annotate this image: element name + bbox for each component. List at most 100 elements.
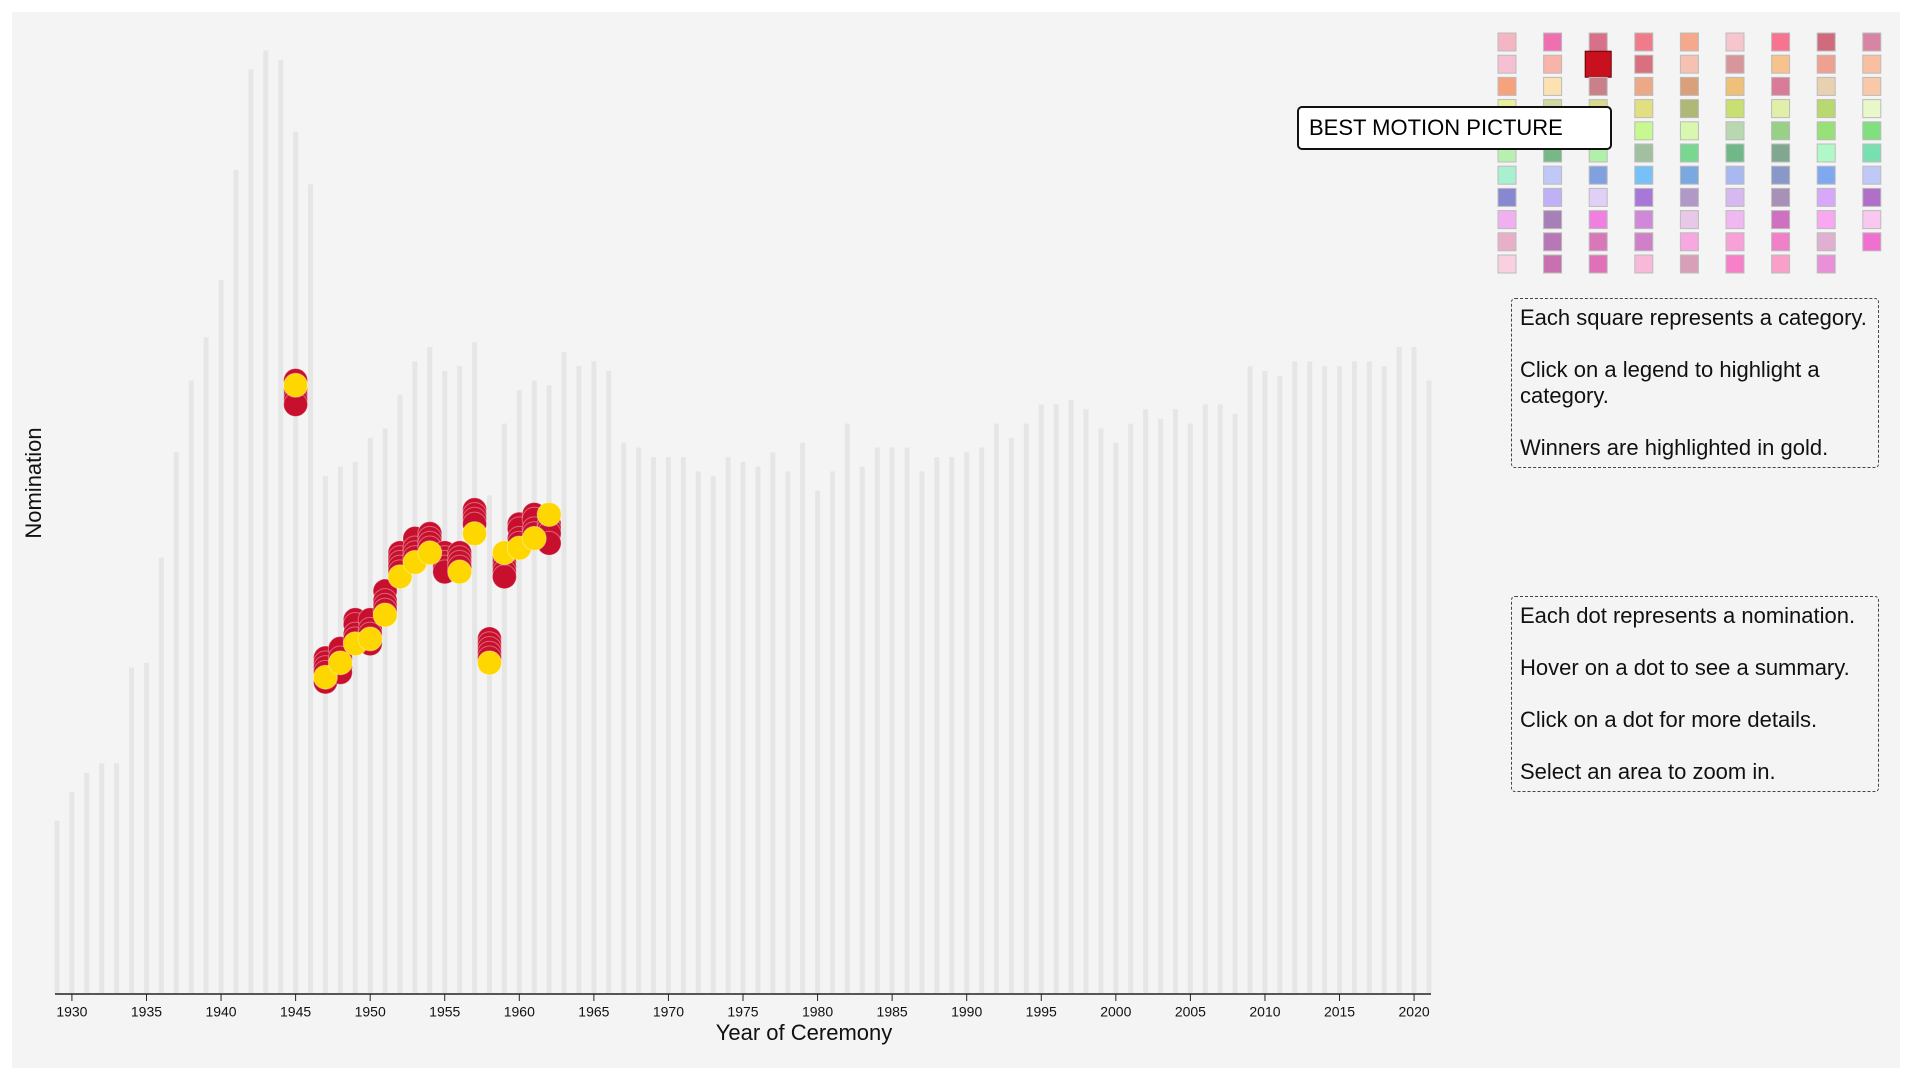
legend-square[interactable] [1816, 165, 1836, 185]
legend-square[interactable] [1725, 76, 1745, 96]
legend-square[interactable] [1862, 76, 1882, 96]
legend-square[interactable] [1679, 54, 1699, 74]
legend-square[interactable] [1771, 232, 1791, 252]
legend-square[interactable] [1862, 121, 1882, 141]
legend-square[interactable] [1725, 165, 1745, 185]
nomination-dot[interactable] [327, 650, 353, 676]
legend-square[interactable] [1634, 232, 1654, 252]
legend-square[interactable] [1862, 232, 1882, 252]
legend-square[interactable] [1771, 76, 1791, 96]
legend-square[interactable] [1816, 187, 1836, 207]
legend-square[interactable] [1862, 143, 1882, 163]
legend-square[interactable] [1497, 187, 1517, 207]
legend-square[interactable] [1679, 232, 1699, 252]
legend-square[interactable] [1588, 187, 1608, 207]
nomination-dot[interactable] [476, 650, 502, 676]
legend-square[interactable] [1816, 99, 1836, 119]
legend-square[interactable] [1497, 232, 1517, 252]
legend-square[interactable] [1588, 32, 1608, 52]
legend-square[interactable] [1543, 187, 1563, 207]
nomination-dot[interactable] [417, 540, 443, 566]
legend-square[interactable] [1634, 254, 1654, 274]
legend-square[interactable] [1816, 254, 1836, 274]
legend-square[interactable] [1634, 165, 1654, 185]
nomination-dot[interactable] [521, 525, 547, 551]
legend-square[interactable] [1816, 76, 1836, 96]
legend-square[interactable] [1679, 143, 1699, 163]
legend-square[interactable] [1725, 232, 1745, 252]
legend-square[interactable] [1725, 54, 1745, 74]
legend-square[interactable] [1588, 165, 1608, 185]
legend-square[interactable] [1634, 187, 1654, 207]
legend-square[interactable] [1543, 165, 1563, 185]
nomination-dot[interactable] [357, 626, 383, 652]
legend-square[interactable] [1634, 54, 1654, 74]
legend-square[interactable] [1862, 54, 1882, 74]
legend-square[interactable] [1497, 76, 1517, 96]
legend-square[interactable] [1771, 187, 1791, 207]
legend-square[interactable] [1543, 254, 1563, 274]
legend-square[interactable] [1862, 165, 1882, 185]
legend-square[interactable] [1816, 54, 1836, 74]
legend-square[interactable] [1725, 99, 1745, 119]
legend-square[interactable] [1816, 232, 1836, 252]
legend-square[interactable] [1679, 187, 1699, 207]
legend-square[interactable] [1588, 76, 1608, 96]
nomination-dot[interactable] [312, 664, 338, 690]
legend-square[interactable] [1584, 50, 1612, 78]
legend-square[interactable] [1588, 210, 1608, 230]
legend-square[interactable] [1543, 76, 1563, 96]
legend-square[interactable] [1771, 54, 1791, 74]
legend-square[interactable] [1634, 99, 1654, 119]
legend-square[interactable] [1588, 232, 1608, 252]
legend-square[interactable] [1497, 254, 1517, 274]
legend-square[interactable] [1771, 254, 1791, 274]
legend-square[interactable] [1634, 76, 1654, 96]
nomination-dot[interactable] [491, 564, 517, 590]
legend-square[interactable] [1497, 210, 1517, 230]
legend-square[interactable] [1634, 32, 1654, 52]
legend-square[interactable] [1771, 143, 1791, 163]
legend-square[interactable] [1634, 210, 1654, 230]
legend-square[interactable] [1816, 121, 1836, 141]
legend-square[interactable] [1588, 254, 1608, 274]
legend-square[interactable] [1725, 121, 1745, 141]
legend-square[interactable] [1771, 165, 1791, 185]
legend-square[interactable] [1816, 210, 1836, 230]
legend-square[interactable] [1725, 32, 1745, 52]
legend-square[interactable] [1679, 254, 1699, 274]
nomination-dot[interactable] [283, 372, 309, 398]
nomination-dot[interactable] [372, 602, 398, 628]
legend-square[interactable] [1634, 121, 1654, 141]
nomination-dot[interactable] [447, 559, 473, 585]
nomination-dot[interactable] [387, 564, 413, 590]
legend-square[interactable] [1725, 210, 1745, 230]
legend-square[interactable] [1679, 210, 1699, 230]
legend-square[interactable] [1543, 210, 1563, 230]
legend-square[interactable] [1497, 32, 1517, 52]
legend-square[interactable] [1543, 232, 1563, 252]
legend-square[interactable] [1679, 76, 1699, 96]
legend-square[interactable] [1679, 32, 1699, 52]
legend-square[interactable] [1497, 165, 1517, 185]
legend-square[interactable] [1634, 143, 1654, 163]
legend-square[interactable] [1862, 187, 1882, 207]
legend-square[interactable] [1771, 99, 1791, 119]
legend-square[interactable] [1771, 32, 1791, 52]
legend-square[interactable] [1862, 32, 1882, 52]
legend-square[interactable] [1862, 99, 1882, 119]
legend-square[interactable] [1725, 143, 1745, 163]
legend-square[interactable] [1679, 99, 1699, 119]
legend-square[interactable] [1771, 121, 1791, 141]
legend-square[interactable] [1816, 32, 1836, 52]
legend-square[interactable] [1679, 121, 1699, 141]
legend-square[interactable] [1497, 54, 1517, 74]
nomination-dot[interactable] [536, 502, 562, 527]
legend-square[interactable] [1543, 32, 1563, 52]
legend-square[interactable] [1725, 187, 1745, 207]
legend-square[interactable] [1679, 165, 1699, 185]
legend-square[interactable] [1543, 54, 1563, 74]
nomination-dot[interactable] [462, 521, 488, 547]
legend-square[interactable] [1725, 254, 1745, 274]
legend-square[interactable] [1816, 143, 1836, 163]
